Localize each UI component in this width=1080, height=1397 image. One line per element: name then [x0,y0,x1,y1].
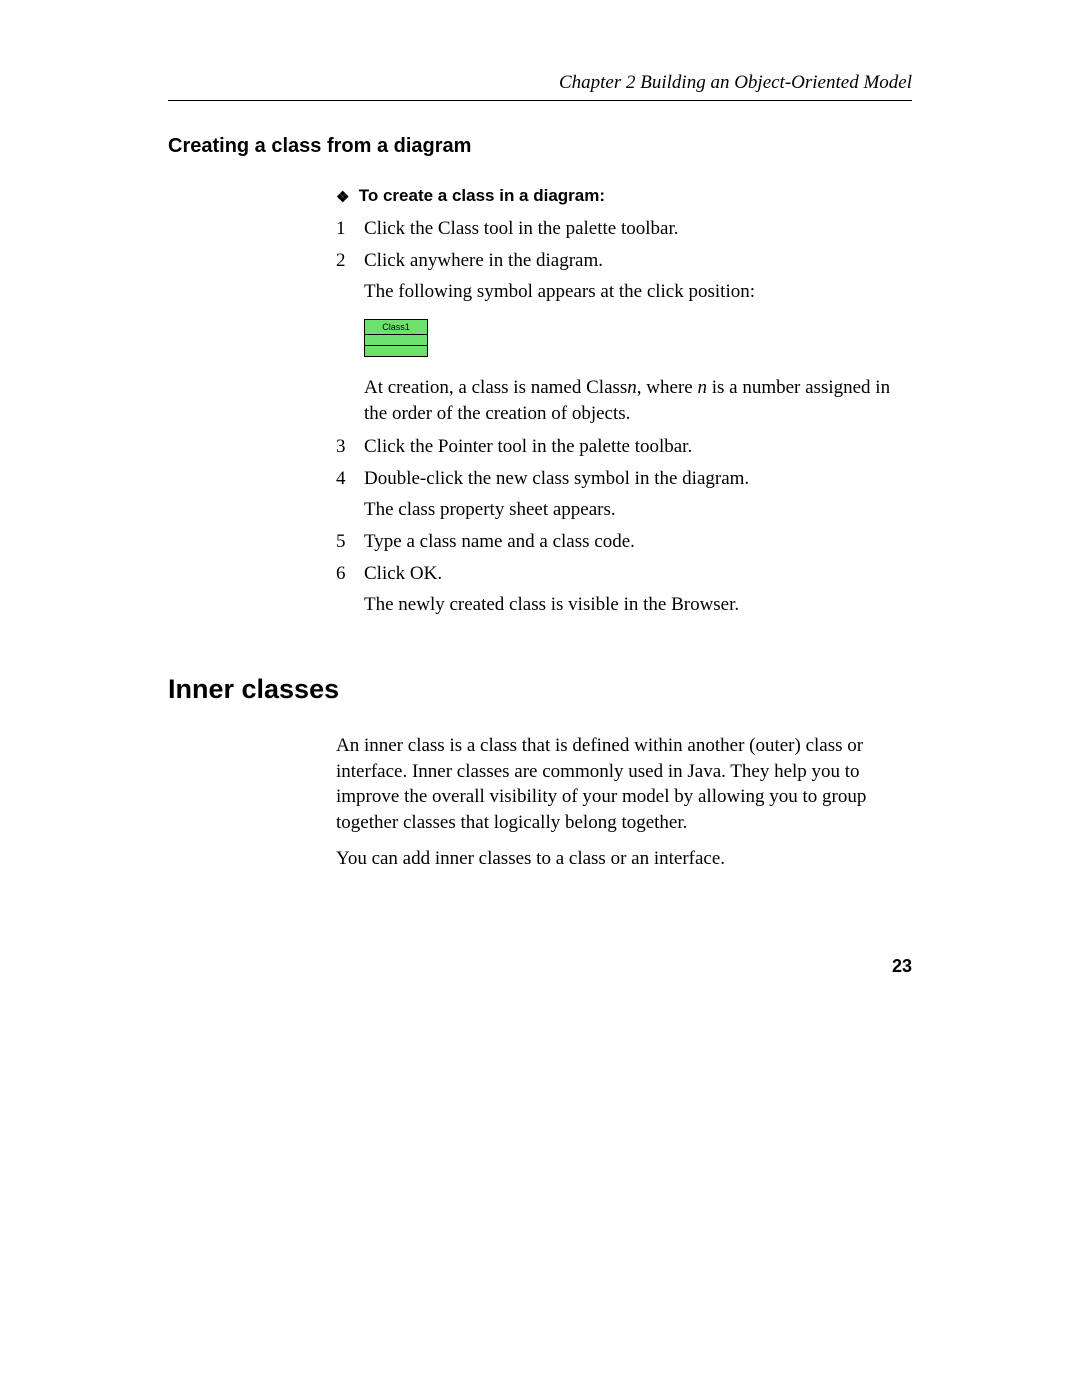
step-text: Type a class name and a class code. [364,529,912,555]
step-subtext: The newly created class is visible in th… [364,592,912,618]
class-box-title: Class1 [365,320,427,335]
step-note: At creation, a class is named Classn, wh… [364,375,912,426]
step-subtext: The following symbol appears at the clic… [364,279,912,305]
step-5: 5 Type a class name and a class code. [336,529,912,555]
note-n2: n [697,377,707,398]
procedure-title: ❖ To create a class in a diagram: [336,186,912,206]
step-1: 1 Click the Class tool in the palette to… [336,216,912,242]
section-title: Creating a class from a diagram [168,135,912,158]
class-symbol: Class1 [364,319,912,357]
step-number: 1 [336,216,364,242]
step-4: 4 Double-click the new class symbol in t… [336,466,912,492]
note-mid: , where [637,377,698,398]
note-n1: n [627,377,637,398]
inner-classes-body: An inner class is a class that is define… [336,733,912,871]
step-2: 2 Click anywhere in the diagram. [336,248,912,274]
note-pre: At creation, a class is named Class [364,377,627,398]
step-text: Click anywhere in the diagram. [364,248,912,274]
step-number: 4 [336,466,364,492]
step-number: 6 [336,561,364,587]
page: Chapter 2 Building an Object-Oriented Mo… [0,0,1080,1397]
class-box-row [365,346,427,356]
class-box: Class1 [364,319,428,357]
chapter-header: Chapter 2 Building an Object-Oriented Mo… [168,72,912,101]
step-subtext: The class property sheet appears. [364,497,912,523]
step-number: 2 [336,248,364,274]
procedure-title-text: To create a class in a diagram: [359,186,605,205]
step-text: Click OK. [364,561,912,587]
step-number: 3 [336,434,364,460]
step-3: 3 Click the Pointer tool in the palette … [336,434,912,460]
body-paragraph: An inner class is a class that is define… [336,733,912,836]
diamond-icon: ❖ [336,188,354,206]
page-number: 23 [892,956,912,977]
procedure-block: ❖ To create a class in a diagram: 1 Clic… [336,186,912,618]
step-text: Click the Pointer tool in the palette to… [364,434,912,460]
step-text: Click the Class tool in the palette tool… [364,216,912,242]
body-paragraph: You can add inner classes to a class or … [336,846,912,872]
class-box-row [365,335,427,346]
step-text: Double-click the new class symbol in the… [364,466,912,492]
inner-classes-title: Inner classes [168,674,912,705]
step-number: 5 [336,529,364,555]
step-6: 6 Click OK. [336,561,912,587]
